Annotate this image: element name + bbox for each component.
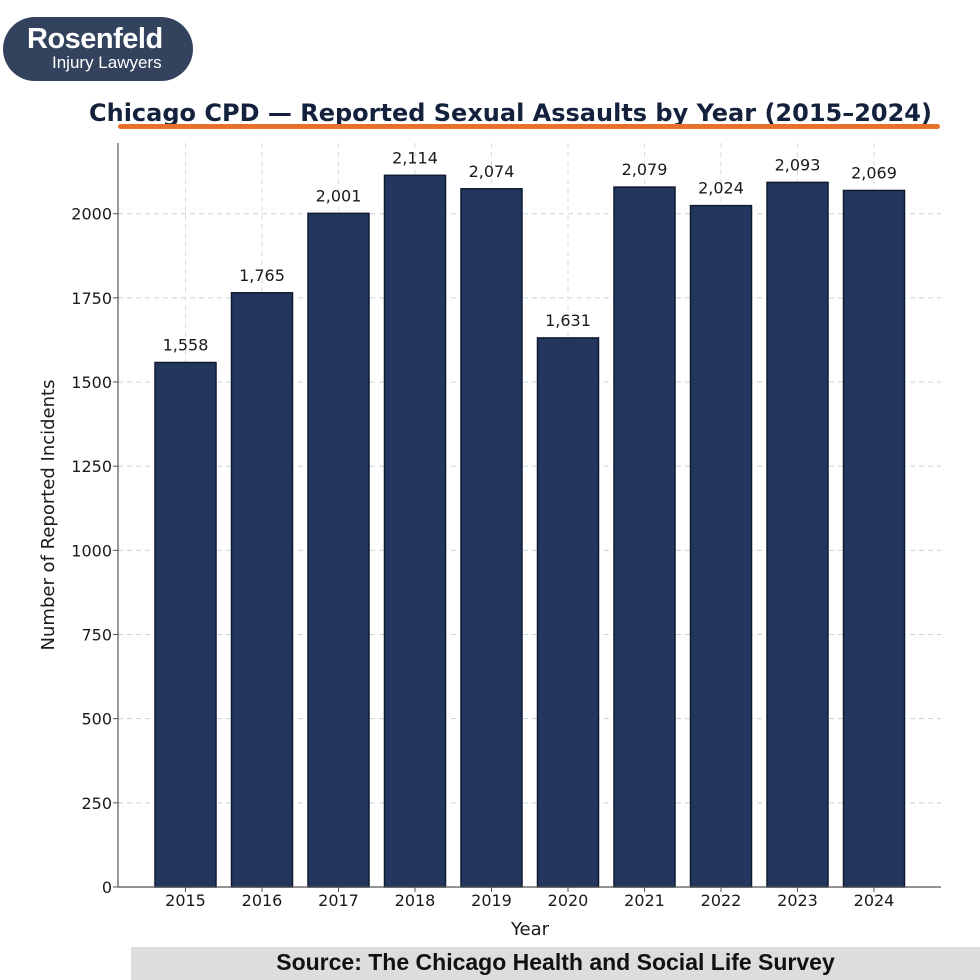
y-tick-label: 1250 [71, 457, 112, 476]
source-text: Source: The Chicago Health and Social Li… [276, 949, 835, 975]
x-tick-label: 2023 [777, 891, 818, 910]
brand-logo: Rosenfeld Injury Lawyers [3, 17, 193, 81]
x-tick-label: 2016 [242, 891, 283, 910]
x-tick-label: 2017 [318, 891, 359, 910]
logo-subtitle: Injury Lawyers [52, 53, 162, 72]
x-axis-label: Year [510, 919, 550, 940]
y-tick-label: 750 [81, 626, 112, 645]
x-tick-label: 2015 [165, 891, 206, 910]
bar-value-label: 1,765 [239, 266, 285, 285]
y-tick-label: 500 [81, 710, 112, 729]
y-tick-label: 1000 [71, 541, 112, 560]
bar [689, 204, 753, 888]
bar-value-label: 2,093 [775, 155, 821, 174]
x-tick-label: 2018 [395, 891, 436, 910]
x-tick-label: 2024 [854, 891, 895, 910]
bar-value-label: 2,079 [622, 160, 668, 179]
bar-value-label: 2,024 [698, 179, 744, 198]
title-underline [118, 124, 940, 129]
y-axis-label: Number of Reported Incidents [38, 380, 59, 651]
bar [842, 189, 906, 888]
source-banner: Source: The Chicago Health and Social Li… [131, 947, 980, 980]
bar [230, 292, 294, 888]
bar [536, 337, 600, 888]
bar [383, 174, 447, 888]
y-tick-label: 1750 [71, 289, 112, 308]
bar-value-label: 1,631 [545, 311, 591, 330]
bar-value-label: 1,558 [163, 335, 209, 354]
bar [307, 212, 370, 888]
x-tick-label: 2020 [548, 891, 589, 910]
y-tick-label: 1500 [71, 373, 112, 392]
logo-name: Rosenfeld [27, 23, 163, 55]
bar-value-label: 2,069 [851, 163, 897, 182]
bar [766, 181, 829, 888]
x-tick-label: 2022 [701, 891, 742, 910]
bar-value-label: 2,114 [392, 148, 438, 167]
bar-value-label: 2,074 [469, 162, 515, 181]
y-tick-label: 0 [102, 878, 112, 897]
x-tick-label: 2019 [471, 891, 512, 910]
y-tick-label: 250 [81, 794, 112, 813]
bar [154, 361, 217, 888]
bar [460, 188, 523, 888]
x-tick-label: 2021 [624, 891, 665, 910]
y-tick-label: 2000 [71, 205, 112, 224]
bar-value-label: 2,001 [316, 186, 362, 205]
bar [613, 186, 676, 888]
bar-chart: 1,558 1,765 2,001 2,114 2,074 1,631 2,079 2,024… [38, 143, 941, 940]
chart-title: Chicago CPD — Reported Sexual Assaults b… [89, 99, 932, 127]
